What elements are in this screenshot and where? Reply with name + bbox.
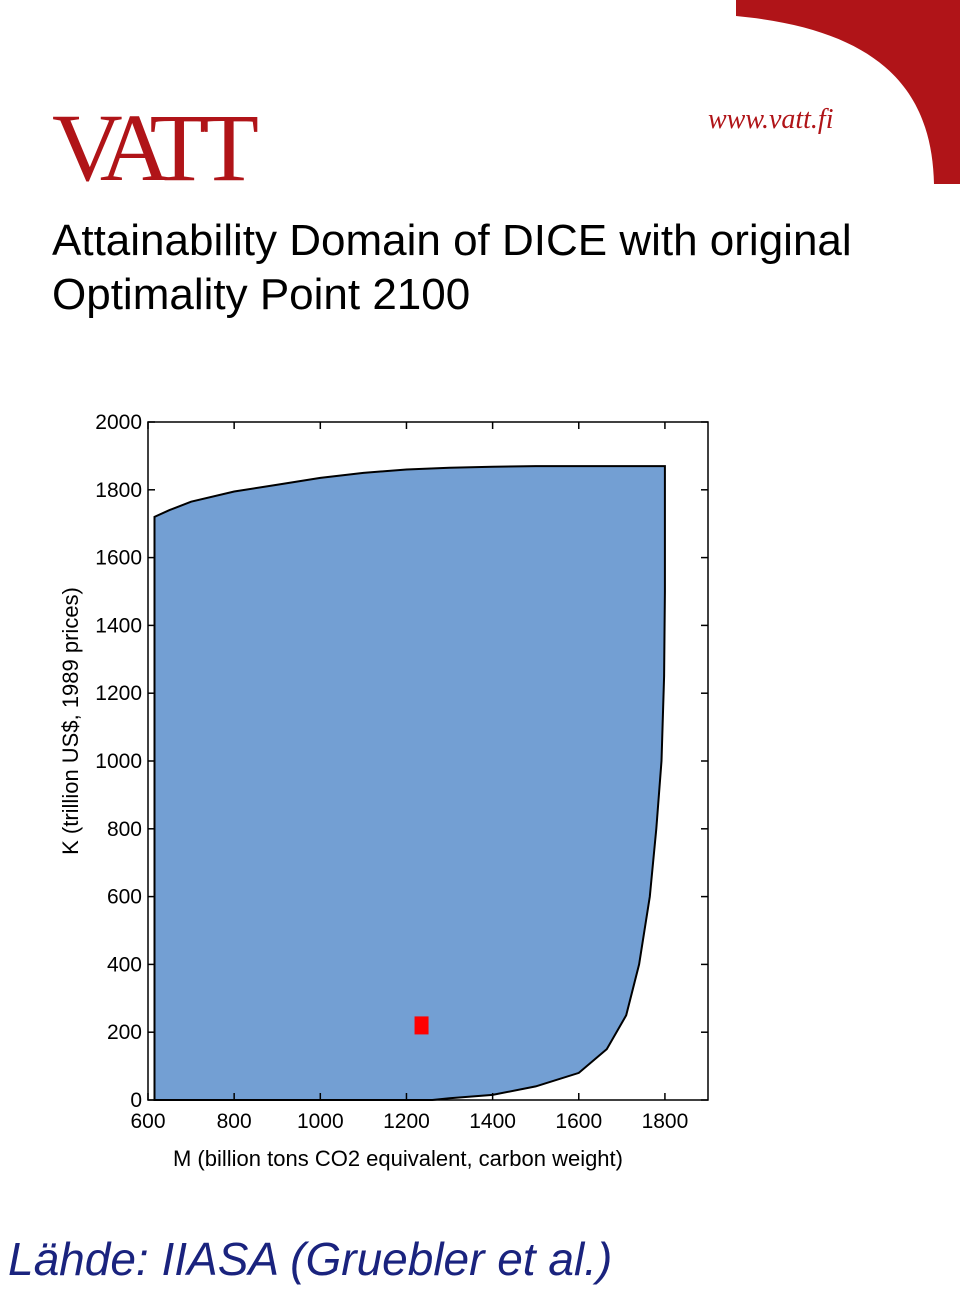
x-tick-label-0: 600	[130, 1110, 165, 1133]
slide-title-line-1: Attainability Domain of DICE with origin…	[52, 216, 852, 265]
y-tick-label-0: 0	[130, 1089, 142, 1112]
x-tick-label-5: 1600	[555, 1110, 602, 1133]
y-tick-label-9: 1800	[95, 479, 142, 502]
optimality-point	[414, 1016, 429, 1035]
x-tick-label-2: 1000	[297, 1110, 344, 1133]
y-tick-label-5: 1000	[95, 750, 142, 773]
x-tick-label-1: 800	[217, 1110, 252, 1133]
y-tick-label-3: 600	[107, 886, 142, 909]
corner-swoosh-icon	[736, 0, 960, 184]
y-axis-label: K (trillion US$, 1989 prices)	[58, 587, 83, 855]
y-tick-label-4: 800	[107, 818, 142, 841]
x-tick-label-3: 1200	[383, 1110, 430, 1133]
y-tick-label-2: 400	[107, 953, 142, 976]
y-tick-label-6: 1200	[95, 682, 142, 705]
website-url[interactable]: www.vatt.fi	[708, 104, 834, 135]
slide-title: Attainability Domain of DICE with origin…	[52, 214, 932, 322]
attainability-domain-chart: 600 800 1000 1200 1400 1600 1800 0 200 400 600 800 1…	[58, 411, 709, 1171]
x-axis-label: M (billion tons CO2 equivalent, carbon w…	[173, 1146, 623, 1171]
y-tick-label-10: 2000	[95, 411, 142, 434]
vatt-logo: VATT	[52, 94, 259, 201]
x-tick-label-4: 1400	[469, 1110, 516, 1133]
y-tick-label-7: 1400	[95, 614, 142, 637]
slide-title-line-2: Optimality Point 2100	[52, 270, 471, 319]
source-note: Lähde: IIASA (Gruebler et al.)	[8, 1233, 613, 1285]
y-tick-label-8: 1600	[95, 547, 142, 570]
attainability-domain-area	[153, 465, 666, 1101]
y-tick-label-1: 200	[107, 1021, 142, 1044]
x-tick-label-6: 1800	[642, 1110, 689, 1133]
